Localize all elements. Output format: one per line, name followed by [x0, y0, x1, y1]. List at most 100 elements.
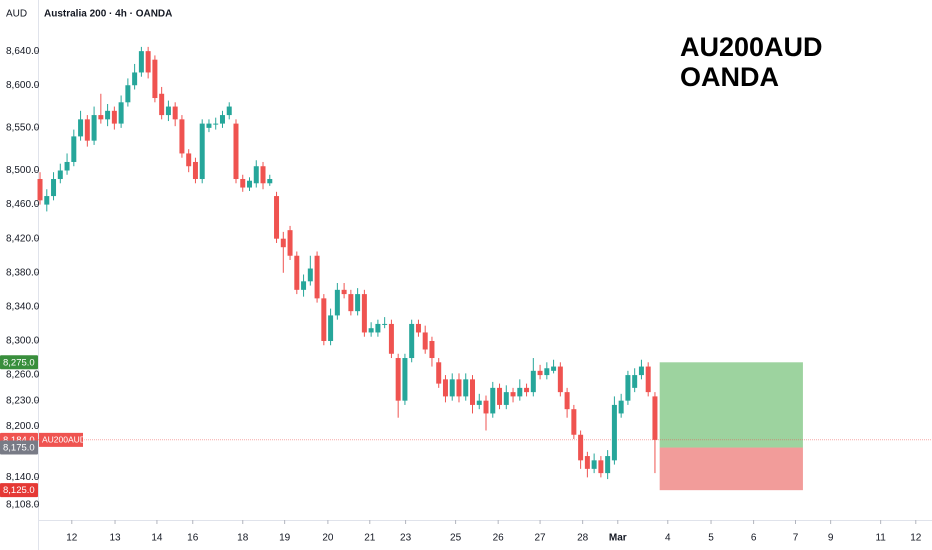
last-price-badge-label: 8,184.0 [3, 435, 35, 446]
candle-body [165, 106, 171, 116]
candle-body [578, 434, 584, 461]
candle-body [490, 387, 496, 414]
candle-body [611, 404, 617, 461]
candle-body [422, 332, 428, 350]
candle-body [375, 323, 381, 333]
candle-body [456, 379, 462, 397]
entry-badge [0, 440, 38, 455]
candle-body [368, 328, 374, 333]
candle-body [463, 379, 469, 397]
candle-body [645, 366, 651, 393]
candle-body [105, 110, 111, 120]
x-tick-label: 13 [109, 533, 121, 544]
candle-body [57, 170, 63, 180]
y-tick-label: 8,500.0 [6, 165, 40, 176]
y-tick-label: 8,108.0 [6, 499, 40, 510]
y-tick-label: 8,200.0 [6, 421, 40, 432]
candle-body [328, 315, 334, 341]
candle-body [415, 323, 421, 333]
target-badge-label: 8,275.0 [3, 357, 35, 368]
x-tick-label: 21 [364, 533, 376, 544]
symbol-badge [39, 432, 83, 447]
y-tick-label: 8,380.0 [6, 267, 40, 278]
candle-body [219, 115, 225, 124]
candle-body [382, 323, 388, 325]
candle-body [632, 375, 638, 388]
candle-body [551, 366, 557, 371]
x-tick-label: 6 [751, 533, 757, 544]
candle-body [409, 323, 415, 359]
candle-body [37, 179, 43, 201]
candle-body [132, 72, 138, 86]
candle-body [537, 370, 543, 376]
candle-body [355, 294, 361, 312]
candle-body [571, 409, 577, 435]
y-tick-label: 8,420.0 [6, 233, 40, 244]
candle-body [240, 179, 246, 188]
y-tick-label: 8,300.0 [6, 336, 40, 347]
candle-body [267, 179, 273, 184]
candle-body [179, 119, 185, 154]
stop-zone [659, 447, 803, 491]
candle-body [213, 123, 219, 125]
target-badge [0, 355, 38, 370]
candle-body [44, 196, 50, 205]
candle-body [51, 179, 57, 197]
x-tick-label: 26 [493, 533, 505, 544]
candle-body [152, 59, 158, 99]
candle-body [247, 180, 253, 188]
candle-body [388, 323, 394, 354]
target-zone [659, 362, 803, 448]
candle-body [233, 123, 239, 180]
chart-title: Australia 200 · 4h · OANDA [44, 9, 172, 20]
candle-body [436, 362, 442, 384]
stop-badge [0, 483, 38, 498]
x-tick-label: 14 [151, 533, 163, 544]
candle-body [524, 387, 530, 393]
candle-body [517, 387, 523, 397]
candle-body [253, 166, 259, 184]
candle-body [172, 106, 178, 120]
candle-body [483, 400, 489, 414]
candle-body [348, 294, 354, 312]
candle-body [652, 396, 658, 440]
x-tick-label: 16 [187, 533, 199, 544]
candle-body [510, 392, 516, 397]
candle-body [287, 230, 293, 256]
symbol-badge-label: AU200AUD [42, 435, 86, 445]
y-tick-label: 8,230.0 [6, 395, 40, 406]
candle-body [469, 379, 475, 405]
candle-body [91, 115, 97, 141]
candle-body [78, 119, 84, 137]
y-tick-label: 8,640.0 [6, 46, 40, 57]
candle-body [591, 460, 597, 469]
candle-body [625, 375, 631, 401]
candle-body [429, 340, 435, 359]
entry-badge-label: 8,175.0 [3, 443, 35, 454]
y-tick-label: 8,140.0 [6, 472, 40, 483]
candle-body [497, 387, 503, 405]
candle-body [618, 400, 624, 414]
candle-body [118, 102, 124, 124]
y-tick-label: 8,260.0 [6, 370, 40, 381]
candle-body [307, 268, 313, 282]
candle-body [361, 294, 367, 333]
x-tick-label: 9 [828, 533, 834, 544]
candle-body [557, 366, 563, 393]
candle-body [226, 106, 232, 116]
candle-body [638, 366, 644, 376]
candle-body [314, 255, 320, 299]
candle-body [334, 289, 340, 316]
candle-body [274, 196, 280, 239]
y-tick-label: 8,340.0 [6, 302, 40, 313]
x-tick-label: 28 [577, 533, 589, 544]
candle-body [321, 298, 327, 341]
x-tick-label: 12 [66, 533, 78, 544]
candle-body [159, 93, 165, 116]
candle-body [111, 110, 117, 124]
candle-body [564, 392, 570, 410]
y-tick-label: 8,460.0 [6, 199, 40, 210]
candle-body [402, 358, 408, 401]
candle-body [449, 379, 455, 397]
x-tick-label: 19 [279, 533, 291, 544]
